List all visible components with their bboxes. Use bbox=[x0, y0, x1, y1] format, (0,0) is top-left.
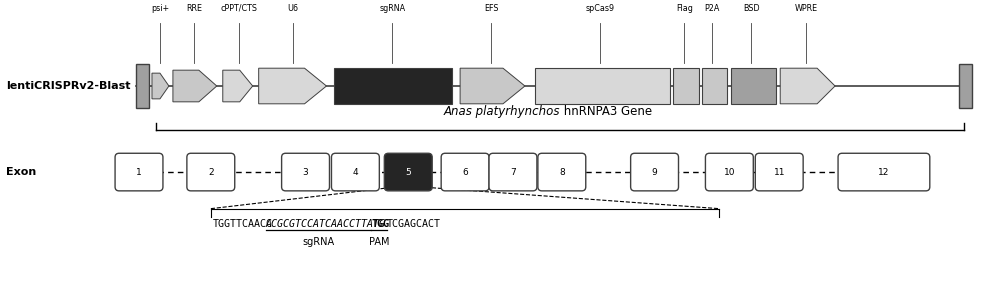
FancyBboxPatch shape bbox=[331, 153, 379, 191]
Bar bbox=[673, 68, 699, 104]
Text: cPPT/CTS: cPPT/CTS bbox=[220, 4, 257, 13]
Text: WPRE: WPRE bbox=[795, 4, 818, 13]
Text: lentiCRISPRv2-Blast: lentiCRISPRv2-Blast bbox=[6, 81, 131, 91]
Text: 2: 2 bbox=[208, 168, 214, 177]
Text: sgRNA: sgRNA bbox=[379, 4, 405, 13]
Polygon shape bbox=[152, 73, 169, 99]
Text: 7: 7 bbox=[510, 168, 516, 177]
Text: sgRNA: sgRNA bbox=[302, 237, 335, 247]
Polygon shape bbox=[173, 70, 217, 102]
Text: BSD: BSD bbox=[743, 4, 760, 13]
Polygon shape bbox=[259, 68, 326, 104]
Text: TGGTTCAACC: TGGTTCAACC bbox=[213, 219, 273, 228]
Bar bbox=[702, 68, 727, 104]
FancyBboxPatch shape bbox=[489, 153, 537, 191]
Polygon shape bbox=[460, 68, 525, 104]
Text: 12: 12 bbox=[878, 168, 890, 177]
FancyBboxPatch shape bbox=[115, 153, 163, 191]
FancyBboxPatch shape bbox=[282, 153, 329, 191]
Bar bbox=[731, 68, 776, 104]
Text: hnRNPA3 Gene: hnRNPA3 Gene bbox=[560, 105, 652, 118]
Text: 9: 9 bbox=[652, 168, 657, 177]
Text: TGG: TGG bbox=[371, 219, 389, 228]
Text: 11: 11 bbox=[773, 168, 785, 177]
FancyBboxPatch shape bbox=[705, 153, 753, 191]
Bar bbox=[959, 64, 972, 108]
Polygon shape bbox=[223, 70, 253, 102]
Text: TCGAGCACT: TCGAGCACT bbox=[387, 219, 441, 228]
Text: 1: 1 bbox=[136, 168, 142, 177]
Text: 5: 5 bbox=[405, 168, 411, 177]
Text: spCas9: spCas9 bbox=[585, 4, 614, 13]
FancyBboxPatch shape bbox=[631, 153, 679, 191]
Bar bbox=[136, 64, 149, 108]
Text: 8: 8 bbox=[559, 168, 565, 177]
FancyBboxPatch shape bbox=[838, 153, 930, 191]
FancyBboxPatch shape bbox=[384, 153, 432, 191]
Bar bbox=[535, 68, 670, 104]
Text: EFS: EFS bbox=[484, 4, 498, 13]
FancyBboxPatch shape bbox=[441, 153, 489, 191]
Text: 3: 3 bbox=[303, 168, 308, 177]
Text: P2A: P2A bbox=[705, 4, 720, 13]
Text: 10: 10 bbox=[724, 168, 735, 177]
Text: psi+: psi+ bbox=[151, 4, 169, 13]
Text: PAM: PAM bbox=[369, 237, 390, 247]
Text: 6: 6 bbox=[462, 168, 468, 177]
Text: ACGCGTCCATCAACCTTATG: ACGCGTCCATCAACCTTATG bbox=[266, 219, 386, 228]
Text: Flag: Flag bbox=[676, 4, 693, 13]
FancyBboxPatch shape bbox=[187, 153, 235, 191]
Text: Anas platyrhynchos: Anas platyrhynchos bbox=[443, 105, 560, 118]
Text: U6: U6 bbox=[287, 4, 298, 13]
Text: 4: 4 bbox=[353, 168, 358, 177]
FancyBboxPatch shape bbox=[538, 153, 586, 191]
Text: Exon: Exon bbox=[6, 167, 37, 177]
Bar bbox=[334, 68, 452, 104]
FancyBboxPatch shape bbox=[755, 153, 803, 191]
Polygon shape bbox=[780, 68, 835, 104]
Text: RRE: RRE bbox=[186, 4, 202, 13]
